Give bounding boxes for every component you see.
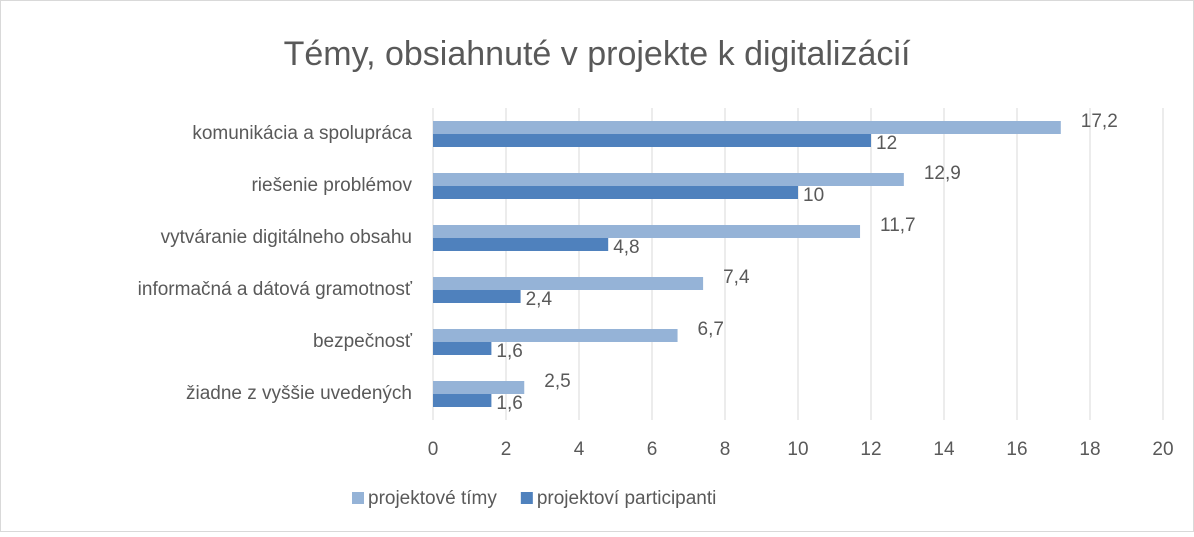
x-tick-label: 8 [720,439,731,460]
bar [433,134,871,147]
x-tick-label: 14 [933,439,955,460]
bar [433,238,609,251]
x-tick-label: 0 [428,439,439,460]
y-tick-label: žiadne z vyššie uvedených [186,383,412,404]
data-label: 12,9 [924,163,961,184]
legend-label: projektové tímy [368,488,497,509]
bar [433,173,904,186]
x-tick-label: 10 [787,439,808,460]
data-label: 6,7 [698,319,724,340]
bar [433,225,861,238]
legend-swatch [520,492,533,504]
data-label: 2,4 [526,289,553,310]
legend-label: projektoví participanti [537,488,717,509]
legend-swatch [352,492,364,504]
bar [433,394,492,407]
x-tick-label: 20 [1152,439,1173,460]
x-tick-label: 16 [1006,439,1027,460]
x-tick-label: 18 [1079,439,1100,460]
y-tick-label: vytváranie digitálneho obsahu [161,227,412,248]
data-label: 1,6 [496,393,522,414]
chart-title: Témy, obsiahnuté v projekte k digitalizá… [284,35,911,73]
x-tick-label: 2 [501,439,512,460]
bar [433,290,521,303]
y-tick-label: informačná a dátová gramotnosť [138,279,413,300]
data-label: 4,8 [613,237,639,258]
x-tick-label: 4 [574,439,585,460]
data-label: 10 [803,185,824,206]
bar [433,329,678,342]
data-label: 2,5 [544,371,570,392]
data-label: 1,6 [496,341,522,362]
bar [433,277,704,290]
x-tick-label: 6 [647,439,658,460]
y-tick-label: komunikácia a spolupráca [192,123,412,144]
bar [433,342,492,355]
y-tick-label: riešenie problémov [251,175,412,196]
data-label: 7,4 [723,267,750,288]
data-label: 17,2 [1081,111,1118,132]
x-tick-label: 12 [860,439,881,460]
y-tick-label: bezpečnosť [313,331,413,352]
bar [433,381,525,394]
bar [433,121,1061,134]
bar [433,186,798,199]
data-label: 11,7 [880,215,916,236]
data-label: 12 [876,133,897,154]
